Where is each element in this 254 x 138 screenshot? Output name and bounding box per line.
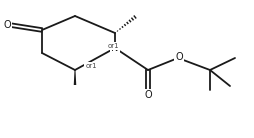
Text: or1: or1 [107, 43, 119, 49]
Text: O: O [3, 20, 11, 30]
Text: or1: or1 [85, 63, 97, 69]
Text: N: N [111, 43, 119, 53]
Text: O: O [144, 90, 152, 100]
Polygon shape [74, 70, 76, 85]
Text: O: O [175, 52, 183, 62]
